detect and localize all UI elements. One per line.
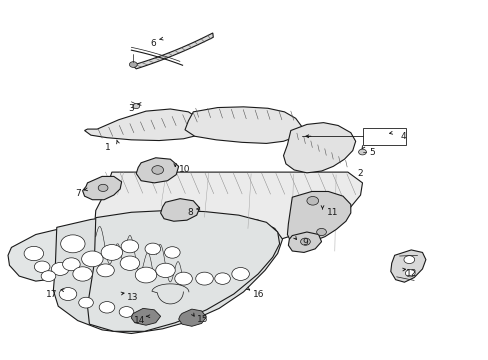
Polygon shape (283, 123, 355, 173)
Text: 4: 4 (399, 132, 405, 141)
Circle shape (306, 197, 318, 205)
Text: 15: 15 (197, 315, 208, 324)
Text: 2: 2 (357, 169, 363, 178)
Text: 13: 13 (126, 293, 138, 302)
Text: 9: 9 (302, 238, 308, 247)
Polygon shape (94, 172, 362, 255)
Circle shape (164, 247, 180, 258)
Circle shape (300, 238, 310, 245)
Circle shape (97, 264, 114, 277)
Circle shape (61, 235, 85, 253)
Polygon shape (53, 213, 282, 333)
Circle shape (129, 62, 137, 67)
Text: 17: 17 (46, 289, 58, 298)
Circle shape (195, 272, 213, 285)
Circle shape (403, 256, 414, 264)
Circle shape (133, 104, 140, 109)
Polygon shape (184, 107, 302, 143)
Circle shape (214, 273, 230, 284)
Polygon shape (84, 109, 204, 140)
Text: 5: 5 (368, 148, 374, 157)
Polygon shape (131, 309, 160, 325)
Polygon shape (136, 158, 178, 183)
Polygon shape (390, 250, 425, 282)
Polygon shape (160, 199, 199, 221)
Circle shape (152, 166, 163, 174)
Circle shape (34, 261, 50, 273)
Text: 14: 14 (134, 316, 145, 325)
Text: 11: 11 (326, 208, 337, 217)
Text: 16: 16 (253, 289, 264, 298)
Polygon shape (287, 192, 350, 244)
Circle shape (101, 244, 122, 260)
Circle shape (99, 302, 115, 313)
Text: 1: 1 (105, 143, 111, 152)
Circle shape (73, 267, 92, 281)
Polygon shape (8, 226, 109, 281)
Circle shape (62, 258, 80, 271)
Circle shape (358, 149, 366, 155)
Text: 6: 6 (150, 39, 155, 48)
Text: 8: 8 (186, 208, 192, 217)
Text: 12: 12 (405, 269, 416, 278)
Text: 3: 3 (128, 104, 134, 113)
Circle shape (120, 256, 140, 270)
Circle shape (135, 267, 157, 283)
Circle shape (51, 262, 69, 275)
Circle shape (98, 184, 108, 192)
Circle shape (316, 228, 326, 235)
Circle shape (145, 243, 160, 255)
Circle shape (141, 313, 155, 323)
Circle shape (121, 240, 139, 253)
Text: 7: 7 (75, 189, 81, 198)
Circle shape (81, 251, 103, 267)
Circle shape (24, 246, 43, 261)
Polygon shape (132, 33, 213, 69)
Circle shape (79, 297, 93, 308)
Circle shape (119, 307, 134, 318)
Text: 10: 10 (179, 166, 190, 175)
Circle shape (231, 267, 249, 280)
Polygon shape (87, 211, 279, 331)
Polygon shape (288, 232, 321, 252)
Circle shape (174, 272, 192, 285)
Polygon shape (178, 309, 206, 326)
Circle shape (59, 288, 77, 301)
Circle shape (156, 263, 175, 278)
Circle shape (405, 270, 414, 277)
Polygon shape (82, 176, 122, 200)
Circle shape (41, 271, 56, 282)
